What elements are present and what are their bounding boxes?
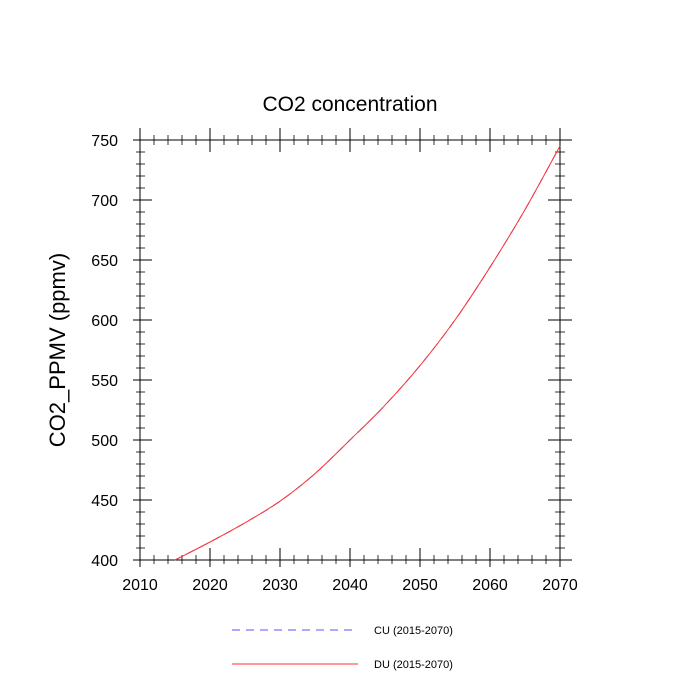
plot-frame	[139, 139, 561, 561]
y-tick-label: 450	[91, 493, 118, 510]
y-tick-label: 550	[91, 373, 118, 390]
y-tick-label: 400	[91, 553, 118, 570]
x-tick-label: 2050	[402, 577, 438, 594]
x-tick-label: 2060	[472, 577, 508, 594]
x-tick-label: 2070	[542, 577, 578, 594]
axis-tick-labels: 2010 2020 2030 2040 2050 2060 2070 400 450 500 550…	[91, 133, 578, 594]
x-tick-label: 2010	[122, 577, 158, 594]
x-tick-label: 2020	[192, 577, 228, 594]
axis-ticks	[133, 128, 572, 567]
legend: CU (2015-2070) DU (2015-2070)	[232, 625, 453, 671]
y-tick-label: 500	[91, 433, 118, 450]
series-line-cu	[174, 145, 561, 561]
y-axis-label: CO2_PPMV (ppmv)	[45, 253, 70, 447]
y-tick-label: 600	[91, 313, 118, 330]
legend-label: CU (2015-2070)	[374, 625, 453, 637]
y-tick-label: 700	[91, 193, 118, 210]
x-tick-label: 2030	[262, 577, 298, 594]
chart-title: CO2 concentration	[262, 93, 437, 116]
legend-label: DU (2015-2070)	[374, 659, 453, 671]
series-lines	[174, 145, 561, 561]
x-tick-label: 2040	[332, 577, 368, 594]
y-tick-label: 750	[91, 133, 118, 150]
y-tick-label: 650	[91, 253, 118, 270]
series-line-du	[174, 145, 561, 561]
